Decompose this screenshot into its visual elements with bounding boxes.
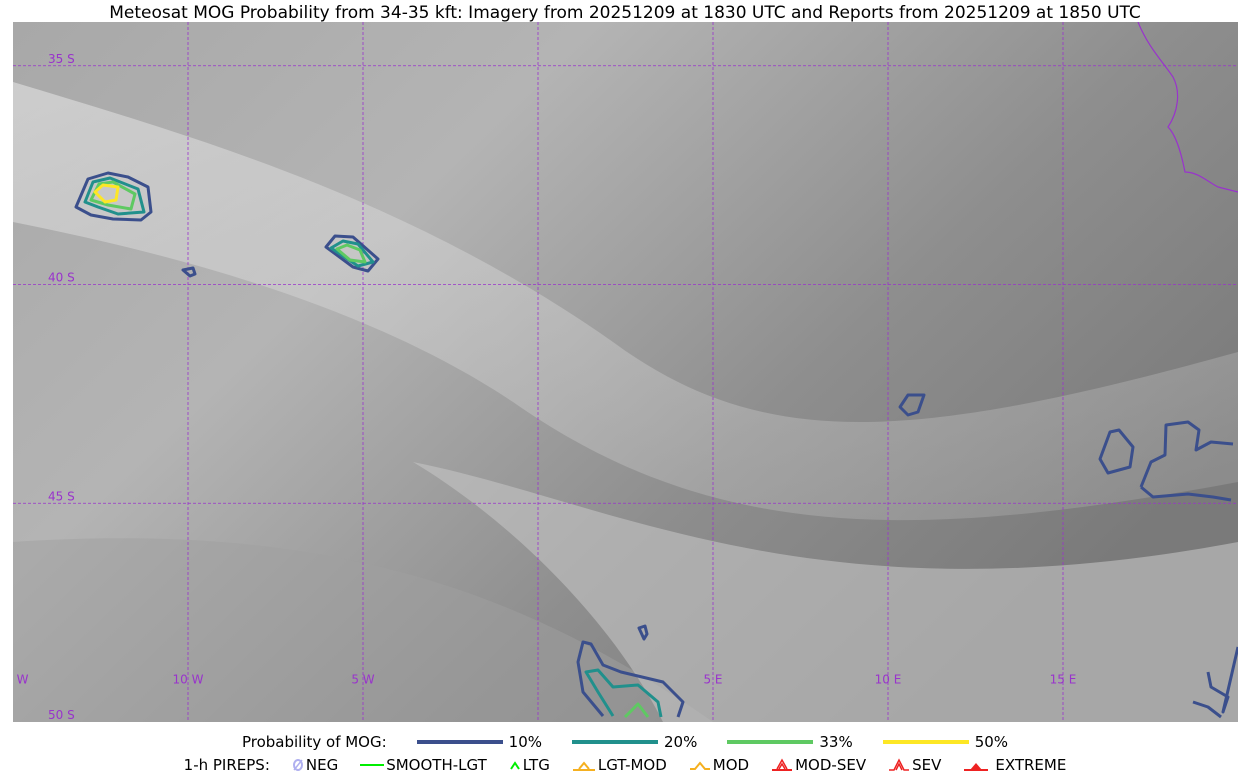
pirep-label: MOD (712, 756, 750, 774)
contour-10 (74, 171, 153, 222)
legend-label-10: 10% (508, 733, 543, 751)
contour-10 (637, 624, 649, 641)
pirep-lgt-mod: LGT-MOD (572, 756, 667, 774)
graticule (13, 22, 1238, 722)
legend-swatch-33 (727, 740, 814, 744)
lon-label: 15 E (1050, 672, 1077, 686)
lat-label: 40 S (48, 271, 75, 285)
contour-20 (329, 239, 375, 268)
pirep-label: MOD-SEV (795, 756, 867, 774)
double-caret-bar-icon (772, 758, 793, 771)
contour-20 (83, 176, 146, 216)
contour-50 (93, 183, 120, 204)
probability-legend-title: Probability of MOG: (241, 733, 387, 751)
contour-33 (89, 180, 137, 211)
filled-triangle-icon (964, 763, 989, 771)
legend-swatch-50 (882, 740, 969, 744)
contour-10 (576, 640, 685, 718)
pirep-neg: NEG (292, 756, 338, 774)
lat-label: 50 S (48, 708, 75, 722)
probability-legend: Probability of MOG: 10% 20% 33% 50% (0, 733, 1250, 751)
mog-contours (74, 171, 1238, 719)
chart-title: Meteosat MOG Probability from 34-35 kft:… (109, 3, 1141, 23)
pirep-smooth-lgt: SMOOTH-LGT (360, 756, 487, 774)
legend-label-20: 20% (664, 733, 698, 751)
lon-label: 5 W (351, 672, 374, 686)
legend-swatch-20 (572, 740, 659, 744)
pirep-label: SEV (912, 756, 942, 774)
pirep-label: LTG (522, 756, 550, 774)
contour-10 (1139, 420, 1234, 502)
caret-icon (509, 761, 520, 770)
pirep-label: LGT-MOD (597, 756, 667, 774)
legend-label-33: 33% (819, 733, 853, 751)
contour-20 (584, 668, 663, 718)
contour-10 (898, 393, 926, 417)
caret-bar-icon (572, 761, 595, 771)
pirep-label: NEG (305, 756, 339, 774)
neg-circle-icon (292, 759, 303, 771)
coastline (1137, 22, 1238, 193)
legend-swatch-10 (416, 740, 503, 744)
contour-33 (335, 243, 367, 264)
satellite-map: 35 S 40 S 45 S 50 S 15 W 10 W 5 W 5 E 10 E 15 E (13, 22, 1238, 722)
pirep-mod-sev: MOD-SEV (771, 756, 866, 774)
cloud-band (13, 82, 1238, 521)
lon-label: 15 W (13, 672, 29, 686)
lon-label: 5 E (703, 672, 722, 686)
caret-icon (689, 761, 710, 770)
pirep-mod: MOD (689, 756, 749, 774)
legend-label-50: 50% (974, 733, 1009, 751)
pirep-extreme: EXTREME (963, 756, 1066, 774)
double-caret-icon (889, 758, 910, 771)
contour-10 (1192, 646, 1238, 719)
contour-10 (324, 234, 380, 273)
pirep-legend: 1-h PIREPS: NEG SMOOTH-LGT LTG LGT-MOD M… (0, 756, 1250, 774)
graticule-labels: 35 S 40 S 45 S 50 S 15 W 10 W 5 W 5 E 10 E 15 E (13, 52, 1076, 722)
pirep-sev: SEV (888, 756, 941, 774)
lat-label: 35 S (48, 52, 75, 66)
contour-33 (623, 702, 650, 719)
pirep-legend-title: 1-h PIREPS: (183, 756, 270, 774)
pirep-ltg: LTG (509, 756, 550, 774)
lon-label: 10 W (173, 672, 204, 686)
contour-10 (181, 266, 197, 278)
pirep-label: SMOOTH-LGT (386, 756, 487, 774)
line-icon (360, 764, 385, 766)
lat-label: 45 S (48, 489, 75, 503)
cloud-band-south-bright (413, 462, 1238, 722)
contour-10 (1098, 428, 1135, 475)
pirep-label: EXTREME (995, 756, 1067, 774)
lon-label: 10 E (875, 672, 902, 686)
